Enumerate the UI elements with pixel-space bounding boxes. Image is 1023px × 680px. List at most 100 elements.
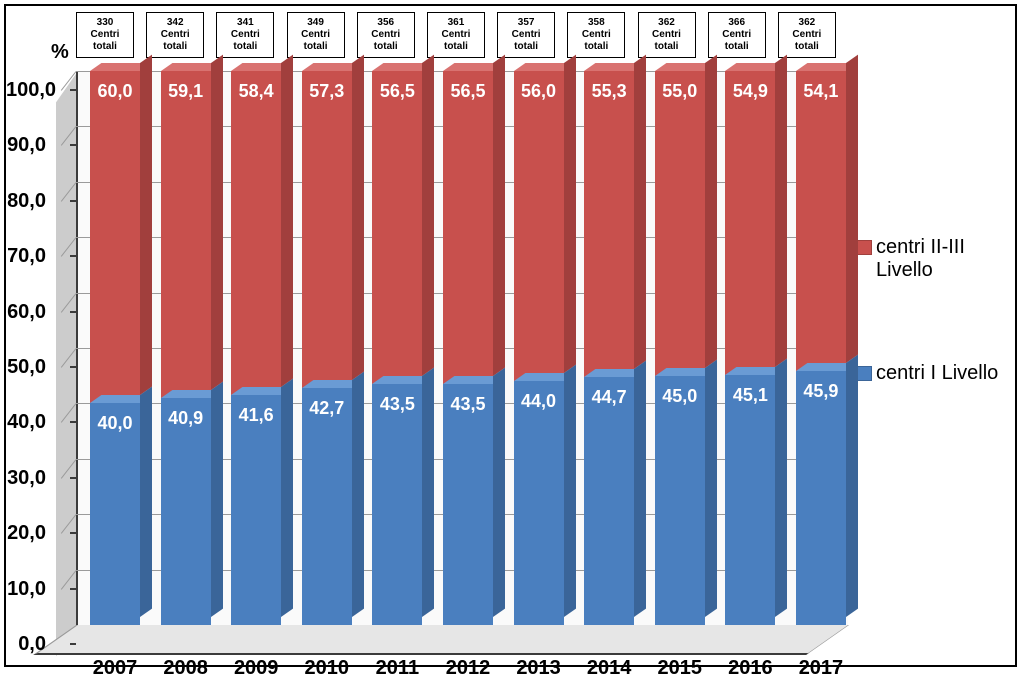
header-box-word2: totali: [77, 41, 133, 53]
y-axis-tick: [70, 421, 76, 423]
bar-side-face: [634, 55, 646, 370]
y-axis-tick-label: 50,0: [6, 356, 46, 379]
bar-segment-lower: 40,0: [90, 403, 140, 625]
stacked-bar: 54,1 45,9: [796, 71, 846, 625]
header-box-word2: totali: [428, 41, 484, 53]
y-axis-tick-label: 80,0: [6, 190, 46, 213]
bar-value-label: 56,5: [443, 81, 493, 102]
header-box-count: 366: [709, 17, 765, 29]
header-box-word1: Centri: [568, 29, 624, 41]
bar-front-face: [655, 376, 705, 625]
x-axis-tick-label: 2017: [796, 657, 846, 680]
y-axis-tick-label: 40,0: [6, 411, 46, 434]
bar-segment-upper: 58,4: [231, 71, 281, 395]
bar-segment-lower: 43,5: [443, 384, 493, 625]
header-box-word2: totali: [498, 41, 554, 53]
header-box-word2: totali: [217, 41, 273, 53]
bar-value-label: 43,5: [443, 394, 493, 415]
bar-value-label: 44,7: [584, 387, 634, 408]
bar-value-label: 40,9: [161, 408, 211, 429]
header-box: 362Centritotali: [778, 12, 836, 58]
bar-side-face: [705, 55, 717, 368]
y-axis-tick: [70, 588, 76, 590]
header-box-word1: Centri: [358, 29, 414, 41]
chart-frame: 330Centritotali342Centritotali341Centrit…: [4, 4, 1017, 667]
bar-segment-lower: 44,7: [584, 377, 634, 625]
bar-segment-upper: 56,0: [514, 71, 564, 381]
bar-value-label: 45,9: [796, 381, 846, 402]
bar-value-label: 58,4: [231, 81, 281, 102]
x-axis-tick-label: 2009: [231, 657, 281, 680]
header-box-word1: Centri: [217, 29, 273, 41]
bar-front-face: [655, 71, 705, 376]
legend-label: centri I Livello: [876, 362, 998, 385]
bar-side-face: [564, 365, 576, 617]
bar-front-face: [231, 395, 281, 625]
header-box-word1: Centri: [639, 29, 695, 41]
bar-front-face: [796, 371, 846, 625]
bar-side-face: [422, 55, 434, 376]
header-box-word1: Centri: [77, 29, 133, 41]
bar-value-label: 41,6: [231, 405, 281, 426]
bar-front-face: [302, 71, 352, 388]
bar-column: 56,543,5: [372, 71, 422, 625]
header-box: 358Centritotali: [567, 12, 625, 58]
x-axis-tick-label: 2007: [90, 657, 140, 680]
bar-side-face: [564, 55, 576, 374]
header-box-word2: totali: [779, 41, 835, 53]
x-axis-tick-label: 2015: [655, 657, 705, 680]
bar-segment-upper: 56,5: [372, 71, 422, 384]
header-box: 342Centritotali: [146, 12, 204, 58]
bar-column: 54,945,1: [725, 71, 775, 625]
y-axis-tick: [70, 366, 76, 368]
y-axis-tick-label: 20,0: [6, 522, 46, 545]
bar-side-face: [775, 359, 787, 617]
bar-segment-upper: 57,3: [302, 71, 352, 388]
bar-value-label: 54,1: [796, 81, 846, 102]
plot-area: 60,040,059,140,958,441,657,342,756,543,5…: [36, 71, 846, 625]
y-axis-tick-label: 10,0: [6, 578, 46, 601]
bar-front-face: [443, 384, 493, 625]
header-box-word1: Centri: [709, 29, 765, 41]
bar-side-face: [352, 55, 364, 381]
y-axis-tick: [70, 311, 76, 313]
y-axis-tick-label: 90,0: [6, 134, 46, 157]
bar-front-face: [90, 403, 140, 625]
bar-segment-lower: 44,0: [514, 381, 564, 625]
header-box: 356Centritotali: [357, 12, 415, 58]
header-box-word2: totali: [639, 41, 695, 53]
y-axis-tick: [70, 89, 76, 91]
legend-swatch: [857, 366, 872, 381]
header-box-count: 349: [288, 17, 344, 29]
bar-value-label: 56,0: [514, 81, 564, 102]
legend: centri II-III Livello centri I Livello: [857, 236, 1007, 465]
header-box-count: 330: [77, 17, 133, 29]
y-axis-tick: [70, 477, 76, 479]
header-box-word2: totali: [288, 41, 344, 53]
bar-segment-lower: 43,5: [372, 384, 422, 625]
bar-column: 56,5 43,5: [443, 71, 493, 625]
bar-value-label: 42,7: [302, 398, 352, 419]
stacked-bar: 56,543,5: [372, 71, 422, 625]
bar-column: 58,4 41,6: [231, 71, 281, 625]
bar-side-face: [281, 378, 293, 617]
x-axis-tick-label: 2014: [584, 657, 634, 680]
bar-segment-upper: 56,5: [443, 71, 493, 384]
legend-swatch: [857, 240, 872, 255]
legend-label: centri II-III Livello: [876, 236, 1007, 282]
bar-column: 57,3 42,7: [302, 71, 352, 625]
bar-front-face: [372, 384, 422, 625]
bar-front-face: [514, 71, 564, 381]
bar-side-face: [140, 387, 152, 617]
bar-segment-lower: 45,1: [725, 375, 775, 625]
bar-front-face: [90, 71, 140, 403]
bar-segment-upper: 60,0: [90, 71, 140, 403]
stacked-bar: 55,3 44,7: [584, 71, 634, 625]
header-box-word1: Centri: [498, 29, 554, 41]
bar-side-face: [140, 55, 152, 396]
y-axis-tick: [70, 144, 76, 146]
bar-front-face: [725, 71, 775, 375]
y-axis-tick-label: 0,0: [6, 633, 46, 656]
bar-column: 56,0 44,0: [514, 71, 564, 625]
bar-value-label: 55,3: [584, 81, 634, 102]
